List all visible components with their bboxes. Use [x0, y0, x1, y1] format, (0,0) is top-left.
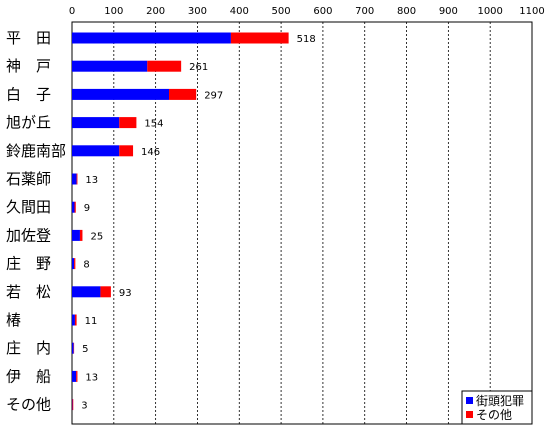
category-label: 庄 野	[6, 255, 51, 273]
category-label: 神 戸	[6, 57, 51, 75]
bar-segment-other	[147, 60, 182, 72]
value-label: 11	[85, 316, 98, 327]
x-tick-label: 600	[313, 6, 332, 17]
category-label: 椿	[6, 311, 21, 329]
bar-segment-street-crime	[72, 32, 231, 44]
category-label: 庄 内	[6, 339, 51, 357]
bar-segment-street-crime	[72, 201, 75, 213]
x-tick-label: 0	[69, 6, 75, 17]
bar-segment-street-crime	[72, 60, 148, 72]
bar-segment-other	[76, 173, 78, 185]
x-tick-label: 400	[230, 6, 249, 17]
x-tick-label: 300	[188, 6, 207, 17]
x-tick-label: 200	[146, 6, 165, 17]
x-tick-label: 700	[355, 6, 374, 17]
value-label: 5	[82, 344, 88, 355]
bar-segment-other	[119, 145, 134, 157]
bar-segment-other	[230, 32, 289, 44]
value-label: 3	[81, 401, 87, 412]
value-label: 93	[119, 288, 132, 299]
value-label: 518	[297, 34, 316, 45]
legend-label: 街頭犯罪	[476, 394, 524, 408]
plot-area-border	[71, 21, 533, 425]
category-label: 若 松	[6, 283, 51, 301]
bar-segment-street-crime	[72, 229, 80, 241]
category-label: 久間田	[6, 198, 51, 216]
value-label: 13	[85, 372, 98, 383]
bar-segment-other	[76, 370, 78, 382]
category-label: その他	[6, 396, 51, 414]
x-tick-label: 500	[272, 6, 291, 17]
bar-segment-street-crime	[72, 258, 75, 270]
value-label: 8	[83, 260, 89, 271]
legend-box	[461, 390, 533, 425]
x-tick-label: 800	[397, 6, 416, 17]
bar-segment-other	[79, 229, 83, 241]
category-label: 白 子	[6, 85, 51, 103]
value-label: 13	[85, 175, 98, 186]
value-label: 261	[189, 62, 208, 73]
bar-segment-other	[74, 201, 76, 213]
category-label: 旭が丘	[6, 114, 51, 132]
x-tick-label: 900	[439, 6, 458, 17]
category-label: 石薬師	[6, 170, 51, 188]
bar-segment-other	[74, 258, 76, 270]
category-label: 伊 船	[6, 367, 51, 385]
bar-segment-other	[72, 399, 74, 411]
bar-segment-street-crime	[72, 145, 120, 157]
value-label: 25	[90, 231, 103, 242]
category-label: 平 田	[6, 29, 51, 47]
value-label: 154	[144, 119, 163, 130]
bar-segment-other	[169, 88, 197, 100]
legend-swatch	[466, 411, 473, 418]
bar-segment-other	[100, 286, 111, 298]
legend-label: その他	[476, 408, 512, 422]
bar-segment-street-crime	[72, 314, 75, 326]
x-tick-label: 1100	[519, 6, 544, 17]
value-label: 9	[84, 203, 90, 214]
bar-segment-street-crime	[72, 370, 77, 382]
bar-segment-other	[74, 314, 77, 326]
bar-segment-street-crime	[72, 342, 74, 354]
category-label: 鈴鹿南部	[6, 142, 66, 160]
category-label: 加佐登	[6, 226, 51, 244]
bar-segment-street-crime	[72, 88, 170, 100]
bar-segment-street-crime	[72, 117, 120, 129]
bar-segment-street-crime	[72, 173, 77, 185]
value-label: 297	[204, 90, 223, 101]
bar-segment-street-crime	[72, 286, 101, 298]
value-label: 146	[141, 147, 160, 158]
bar-segment-other	[119, 117, 137, 129]
legend-swatch	[466, 397, 473, 404]
x-tick-label: 100	[104, 6, 123, 17]
x-tick-label: 1000	[477, 6, 502, 17]
